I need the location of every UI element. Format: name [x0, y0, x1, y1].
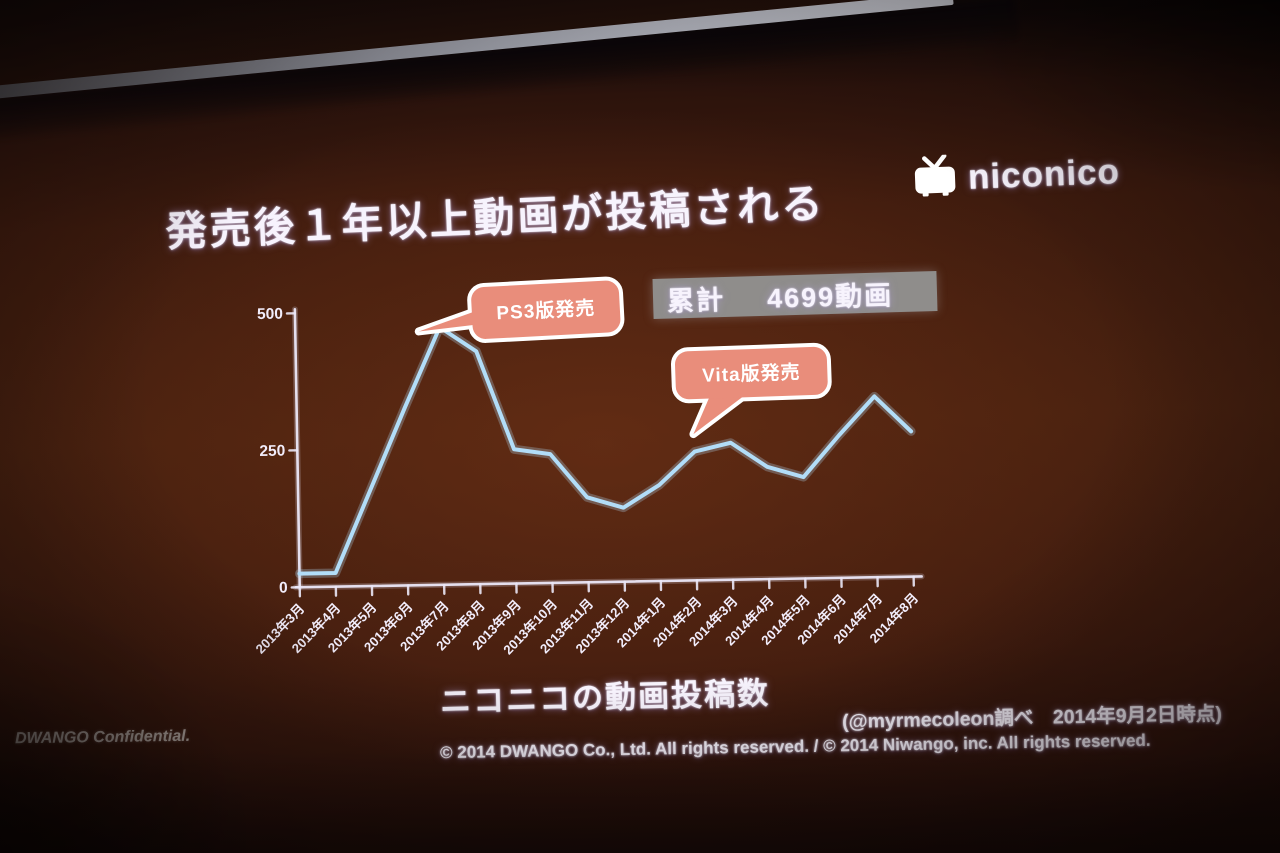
line-chart: 0 250 500 2013年3月 2013年4月 2013年5月 2013年6月 2013年…: [249, 280, 956, 692]
svg-text:500: 500: [257, 306, 283, 323]
callout-ps3-release: PS3版発売: [414, 276, 625, 343]
chart-caption: ニコニコの動画投稿数: [439, 675, 771, 720]
dwango-confidential-label: DWANGO Confidential.: [14, 727, 191, 748]
svg-text:0: 0: [279, 580, 288, 597]
callout-vita-release: Vita版発売: [670, 342, 832, 439]
niconico-logo: niconico: [911, 148, 1121, 203]
copyright-line: © 2014 DWANGO Co., Ltd. All rights reser…: [439, 730, 1151, 763]
attribution-note: (@myrmecoleon調べ 2014年9月2日時点): [841, 703, 1223, 733]
line-chart-svg: 02505002013年3月2013年4月2013年5月2013年6月2013年…: [252, 306, 925, 658]
niconico-logo-text: niconico: [967, 151, 1121, 197]
slide-title: 発売後１年以上動画が投稿される: [164, 180, 827, 256]
niconico-tv-icon: [911, 153, 959, 203]
svg-text:250: 250: [259, 443, 285, 460]
callout-vita-label: Vita版発売: [702, 360, 801, 386]
